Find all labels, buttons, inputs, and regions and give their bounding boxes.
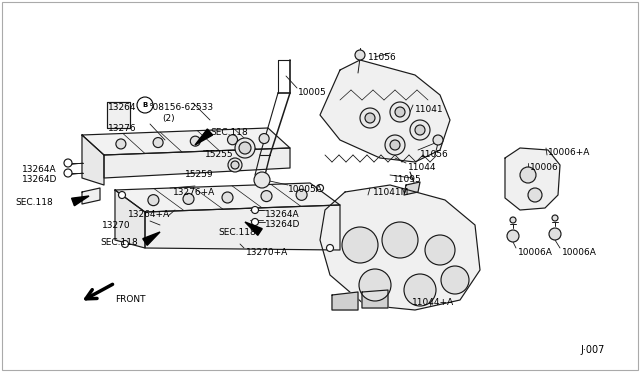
Circle shape — [261, 190, 272, 202]
Text: 13264: 13264 — [108, 103, 136, 112]
Polygon shape — [404, 182, 420, 195]
Text: 11056: 11056 — [368, 53, 397, 62]
Text: 13264+A: 13264+A — [128, 210, 170, 219]
Polygon shape — [82, 135, 104, 185]
Circle shape — [520, 167, 536, 183]
Circle shape — [549, 228, 561, 240]
Circle shape — [385, 135, 405, 155]
Text: 13264D: 13264D — [265, 220, 300, 229]
Circle shape — [183, 193, 194, 204]
Polygon shape — [82, 188, 100, 204]
Text: 11044+A: 11044+A — [412, 298, 454, 307]
Text: 11044: 11044 — [408, 163, 436, 172]
Circle shape — [390, 102, 410, 122]
Circle shape — [441, 266, 469, 294]
Polygon shape — [505, 148, 560, 210]
Polygon shape — [107, 102, 130, 128]
Circle shape — [222, 192, 233, 203]
Polygon shape — [82, 128, 290, 155]
Polygon shape — [195, 129, 212, 145]
Text: 11041: 11041 — [415, 105, 444, 114]
Circle shape — [228, 158, 242, 172]
Text: SEC.118: SEC.118 — [15, 198, 52, 207]
Text: 13264A: 13264A — [22, 165, 56, 174]
Circle shape — [415, 125, 425, 135]
Circle shape — [510, 217, 516, 223]
Text: 13270+A: 13270+A — [246, 248, 288, 257]
Polygon shape — [115, 183, 340, 212]
Circle shape — [342, 227, 378, 263]
Text: SEC.118: SEC.118 — [218, 228, 256, 237]
Circle shape — [326, 244, 333, 251]
Polygon shape — [332, 292, 358, 310]
Circle shape — [552, 215, 558, 221]
Circle shape — [148, 195, 159, 206]
Circle shape — [359, 269, 391, 301]
Circle shape — [153, 138, 163, 148]
Polygon shape — [143, 232, 160, 245]
Text: 10006A: 10006A — [518, 248, 553, 257]
Polygon shape — [72, 196, 89, 206]
Circle shape — [355, 50, 365, 60]
Polygon shape — [104, 148, 290, 178]
Circle shape — [395, 107, 405, 117]
Polygon shape — [245, 222, 262, 235]
Circle shape — [227, 135, 237, 145]
Circle shape — [252, 206, 259, 214]
Circle shape — [404, 274, 436, 306]
Text: 10006+A: 10006+A — [548, 148, 590, 157]
Text: 10006A: 10006A — [562, 248, 597, 257]
Circle shape — [390, 140, 400, 150]
Circle shape — [528, 188, 542, 202]
Circle shape — [296, 189, 307, 201]
Circle shape — [64, 159, 72, 167]
Text: SEC.118: SEC.118 — [100, 238, 138, 247]
Text: B: B — [142, 102, 148, 108]
Text: 13264A: 13264A — [265, 210, 300, 219]
Circle shape — [252, 218, 259, 225]
Text: 10006: 10006 — [530, 163, 559, 172]
Circle shape — [433, 135, 443, 145]
Circle shape — [116, 139, 126, 149]
Text: 11095: 11095 — [393, 175, 422, 184]
Circle shape — [235, 138, 255, 158]
Circle shape — [239, 142, 251, 154]
Text: SEC.118: SEC.118 — [210, 128, 248, 137]
Text: °08156-62533: °08156-62533 — [148, 103, 213, 112]
Circle shape — [190, 136, 200, 146]
Circle shape — [137, 97, 153, 113]
Text: 10005A: 10005A — [288, 185, 323, 194]
Circle shape — [425, 235, 455, 265]
Circle shape — [365, 113, 375, 123]
Circle shape — [231, 161, 239, 169]
Text: 13264D: 13264D — [22, 175, 58, 184]
Text: J·007: J·007 — [580, 345, 604, 355]
Circle shape — [410, 120, 430, 140]
Circle shape — [259, 134, 269, 144]
Circle shape — [507, 230, 519, 242]
Text: 11041M: 11041M — [373, 188, 410, 197]
Text: 13276: 13276 — [108, 124, 136, 133]
Text: (2): (2) — [162, 114, 175, 123]
Circle shape — [317, 185, 323, 192]
Circle shape — [64, 169, 72, 177]
Text: 11056: 11056 — [420, 150, 449, 159]
Circle shape — [122, 241, 129, 247]
Polygon shape — [320, 185, 480, 310]
Polygon shape — [362, 290, 388, 308]
Polygon shape — [145, 205, 340, 250]
Text: 13276+A: 13276+A — [173, 188, 215, 197]
Polygon shape — [115, 190, 145, 248]
Text: 15259: 15259 — [185, 170, 214, 179]
Text: 15255: 15255 — [205, 150, 234, 159]
Text: 10005: 10005 — [298, 88, 327, 97]
Polygon shape — [320, 60, 450, 162]
Circle shape — [360, 108, 380, 128]
Circle shape — [118, 192, 125, 199]
Text: FRONT: FRONT — [115, 295, 145, 304]
Text: 13270: 13270 — [102, 221, 131, 230]
Circle shape — [382, 222, 418, 258]
Circle shape — [254, 172, 270, 188]
